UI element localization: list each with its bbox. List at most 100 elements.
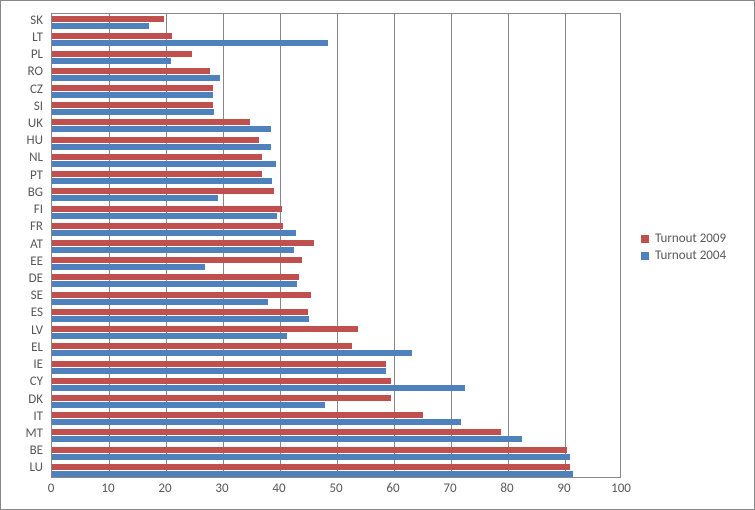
y-tick-label: EL: [31, 340, 43, 355]
bar-turnout-2004: [52, 230, 296, 236]
bar-turnout-2009: [52, 309, 308, 315]
y-tick-label: SK: [30, 13, 43, 28]
gridline: [394, 14, 395, 477]
y-tick-label: LU: [29, 460, 43, 475]
bar-turnout-2004: [52, 213, 277, 219]
bar-turnout-2009: [52, 154, 262, 160]
bar-turnout-2004: [52, 368, 386, 374]
y-tick-label: PL: [31, 47, 43, 62]
legend: Turnout 2009 Turnout 2004: [641, 229, 726, 265]
chart-frame: Turnout 2009Turnout 2004 010203040506070…: [0, 0, 755, 510]
bar-turnout-2009: [52, 33, 172, 39]
x-tick-label: 100: [611, 481, 631, 496]
bar-turnout-2004: [52, 333, 287, 339]
legend-item: Turnout 2004: [641, 248, 726, 263]
bar-turnout-2004: [52, 178, 272, 184]
bar-turnout-2004: [52, 264, 205, 270]
bar-turnout-2009: [52, 206, 282, 212]
y-tick-label: SI: [34, 99, 43, 114]
bar-turnout-2004: [52, 281, 297, 287]
bar-turnout-2009: [52, 240, 314, 246]
y-tick-label: IE: [33, 357, 43, 372]
y-tick-label: RO: [27, 64, 43, 79]
bar-turnout-2009: [52, 171, 262, 177]
x-tick-label: 30: [215, 481, 228, 496]
bar-turnout-2009: [52, 274, 299, 280]
bar-turnout-2004: [52, 144, 271, 150]
y-tick-label: HU: [27, 133, 43, 148]
y-tick-label: UK: [28, 116, 43, 131]
y-tick-label: FI: [34, 202, 43, 217]
bar-turnout-2004: [52, 436, 522, 442]
y-tick-label: AT: [30, 237, 43, 252]
y-tick-label: LT: [32, 30, 43, 45]
bar-turnout-2004: [52, 316, 309, 322]
y-tick-label: SE: [31, 288, 43, 303]
y-tick-label: LV: [31, 323, 43, 338]
gridline: [565, 14, 566, 477]
y-tick-label: EE: [30, 254, 43, 269]
x-tick-label: 80: [500, 481, 513, 496]
x-tick-label: 90: [557, 481, 570, 496]
y-tick-label: DE: [29, 271, 43, 286]
y-tick-label: ES: [31, 305, 43, 320]
bar-turnout-2004: [52, 402, 325, 408]
y-tick-label: NL: [29, 150, 43, 165]
plot-area: [51, 13, 621, 478]
gridline: [451, 14, 452, 477]
x-tick-label: 50: [329, 481, 342, 496]
bar-turnout-2009: [52, 292, 311, 298]
y-tick-label: IT: [33, 409, 43, 424]
bar-turnout-2009: [52, 119, 250, 125]
legend-label: Turnout 2004: [655, 248, 726, 263]
y-tick-label: PT: [30, 168, 43, 183]
x-tick-label: 10: [101, 481, 114, 496]
bar-turnout-2004: [52, 385, 465, 391]
bar-turnout-2004: [52, 419, 461, 425]
y-tick-label: CZ: [30, 82, 43, 97]
legend-label: Turnout 2009: [655, 231, 726, 246]
bar-turnout-2004: [52, 471, 573, 477]
bar-turnout-2009: [52, 257, 302, 263]
x-tick-label: 40: [272, 481, 285, 496]
bar-turnout-2009: [52, 51, 192, 57]
gridline: [337, 14, 338, 477]
legend-item: Turnout 2009: [641, 231, 726, 246]
bar-turnout-2009: [52, 68, 210, 74]
bar-turnout-2004: [52, 299, 268, 305]
bar-turnout-2004: [52, 126, 271, 132]
bar-turnout-2009: [52, 326, 358, 332]
y-tick-label: CY: [30, 374, 43, 389]
bar-turnout-2004: [52, 350, 412, 356]
bar-turnout-2009: [52, 85, 213, 91]
bar-turnout-2009: [52, 343, 352, 349]
bar-turnout-2004: [52, 58, 171, 64]
y-tick-label: BE: [30, 443, 43, 458]
bar-turnout-2004: [52, 454, 570, 460]
bar-turnout-2009: [52, 361, 386, 367]
bar-turnout-2004: [52, 195, 218, 201]
bar-turnout-2009: [52, 378, 391, 384]
bar-turnout-2009: [52, 223, 283, 229]
bar-turnout-2009: [52, 16, 164, 22]
y-tick-label: FR: [30, 219, 43, 234]
bar-turnout-2009: [52, 412, 423, 418]
bar-turnout-2009: [52, 102, 213, 108]
bar-turnout-2009: [52, 395, 391, 401]
bar-turnout-2004: [52, 23, 149, 29]
bar-turnout-2009: [52, 137, 259, 143]
bar-turnout-2004: [52, 92, 213, 98]
bar-turnout-2009: [52, 188, 274, 194]
legend-swatch: [641, 252, 649, 260]
bar-turnout-2004: [52, 40, 328, 46]
bar-turnout-2004: [52, 75, 220, 81]
y-tick-label: DK: [28, 392, 43, 407]
bar-turnout-2009: [52, 464, 570, 470]
y-tick-label: BG: [28, 185, 43, 200]
y-tick-label: MT: [26, 426, 43, 441]
bar-turnout-2009: [52, 429, 501, 435]
x-tick-label: 20: [158, 481, 171, 496]
x-tick-label: 60: [386, 481, 399, 496]
x-tick-label: 0: [48, 481, 55, 496]
bar-turnout-2004: [52, 109, 214, 115]
